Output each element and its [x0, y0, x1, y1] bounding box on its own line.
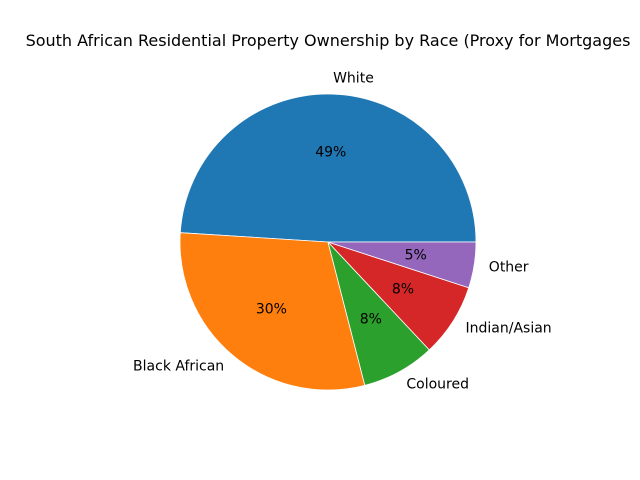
slice-percentage: 49%	[315, 144, 347, 161]
pie-slice-black-african	[179, 232, 366, 391]
slice-percentage: 8%	[359, 311, 382, 328]
chart-title: South African Residential Property Owner…	[25, 31, 631, 50]
slice-label: Indian/Asian	[465, 320, 552, 337]
slice-label: White	[333, 70, 374, 87]
slice-percentage: 8%	[391, 280, 415, 297]
slice-percentage: 5%	[404, 247, 427, 264]
pie-slice-other	[327, 241, 477, 289]
pie-slice-white	[179, 93, 477, 243]
slice-label: Black African	[133, 358, 225, 375]
slice-label: Other	[488, 258, 529, 275]
slice-label: Coloured	[406, 375, 470, 392]
slice-percentage: 30%	[255, 301, 287, 318]
